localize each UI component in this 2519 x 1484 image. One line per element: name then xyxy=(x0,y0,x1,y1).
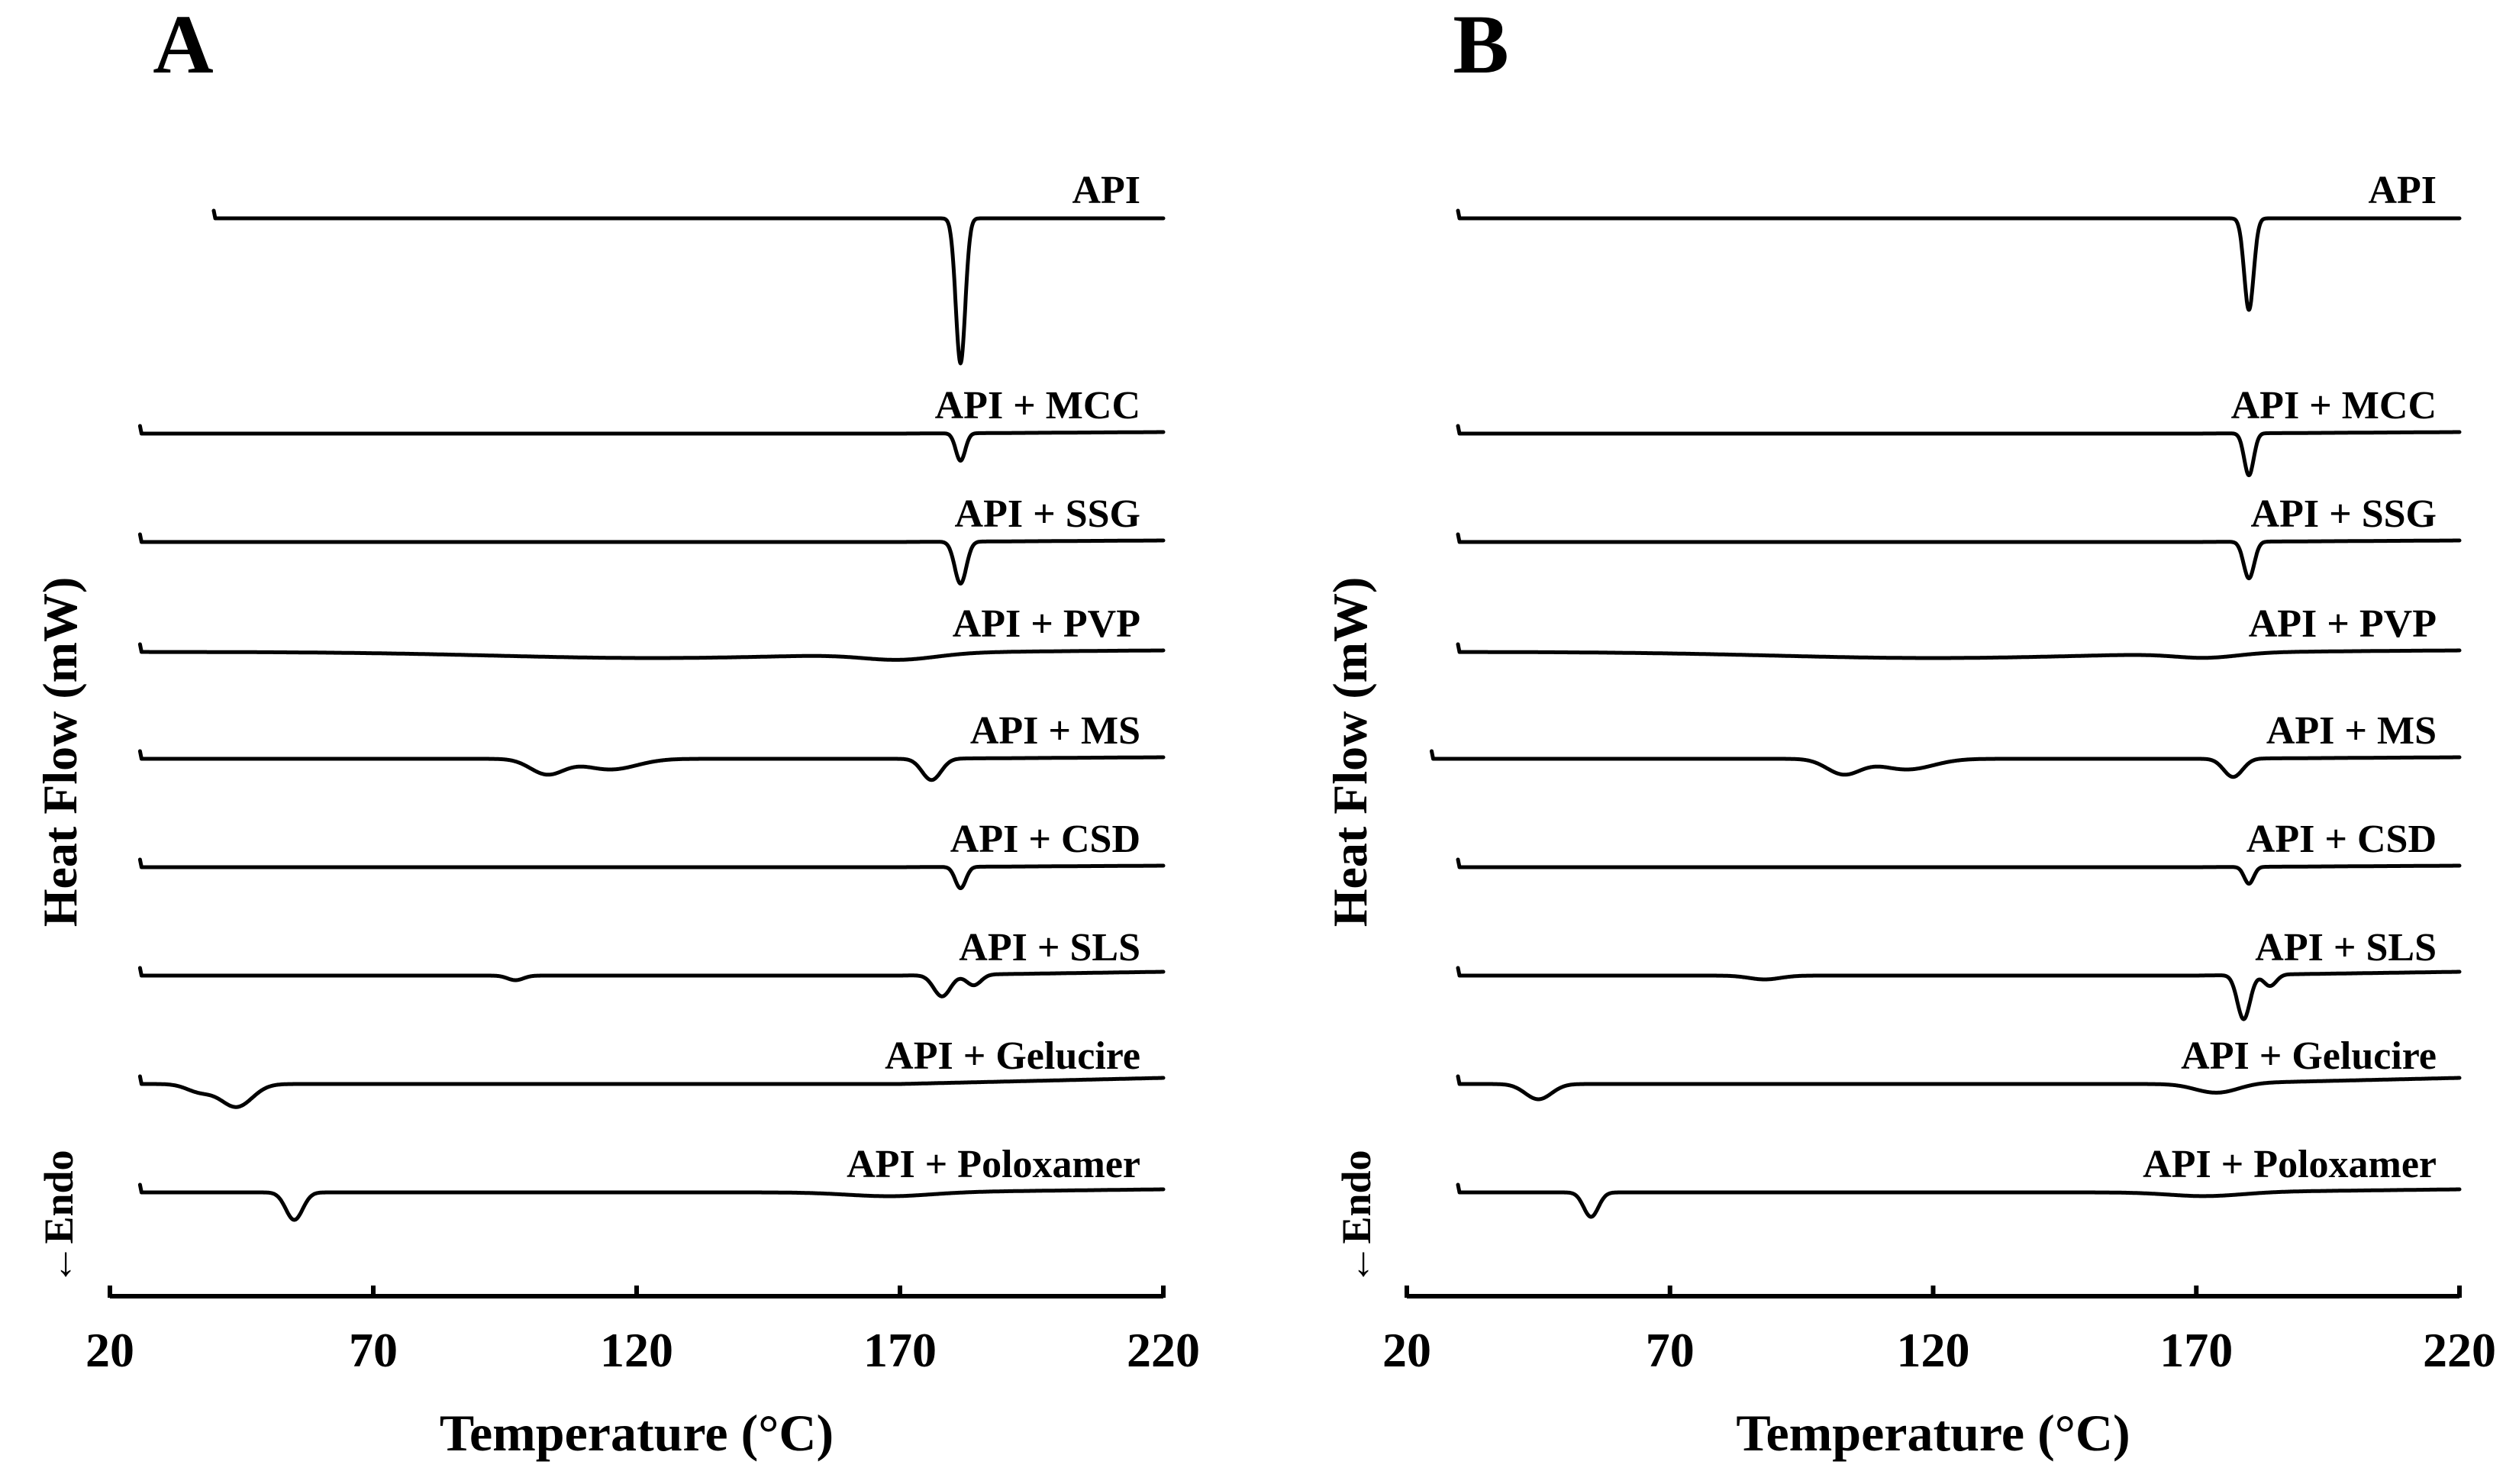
dsc-curve xyxy=(1456,532,2462,581)
x-tick-label: 170 xyxy=(2159,1323,2233,1377)
dsc-curve xyxy=(137,857,1166,890)
x-tick-label: 70 xyxy=(1646,1323,1695,1377)
curve-label: API + SSG xyxy=(2251,492,2437,536)
curve-label: API xyxy=(1072,169,1140,212)
curve-label: API + MCC xyxy=(935,384,1140,427)
dsc-curve xyxy=(1456,1182,2462,1219)
x-tick-label: 70 xyxy=(349,1323,398,1377)
dsc-curve xyxy=(137,424,1166,463)
curve-label: API + Gelucire xyxy=(885,1034,1140,1078)
y-axis-label: Heat Flow (mW) xyxy=(33,577,87,928)
curve-label: API + SLS xyxy=(959,926,1140,969)
dsc-curve xyxy=(137,1182,1166,1222)
dsc-curve xyxy=(1456,966,2462,1021)
endo-label: ←Endo xyxy=(1334,1150,1379,1285)
x-tick-label: 170 xyxy=(863,1323,937,1377)
x-tick-label: 120 xyxy=(600,1323,673,1377)
curve-label: API + MS xyxy=(970,709,1140,753)
x-tick-label: 220 xyxy=(2423,1323,2496,1377)
curve-label: API + MCC xyxy=(2231,384,2437,427)
curve-label: API + SSG xyxy=(955,492,1140,536)
curve-label: API xyxy=(2368,169,2437,212)
endo-label: ←Endo xyxy=(36,1150,82,1285)
y-axis-label: Heat Flow (mW) xyxy=(1323,577,1377,928)
dsc-curve xyxy=(1456,642,2462,660)
dsc-curve xyxy=(1456,424,2462,478)
curve-label: API + PVP xyxy=(953,602,1140,646)
panel-label: A xyxy=(153,0,213,91)
x-tick-label: 220 xyxy=(1127,1323,1200,1377)
x-tick-label: 20 xyxy=(1382,1323,1431,1377)
dsc-curve xyxy=(137,642,1166,662)
dsc-curve xyxy=(1430,749,2462,779)
dsc-curve xyxy=(1456,857,2462,886)
curve-label: API + Gelucire xyxy=(2181,1034,2437,1078)
curve-label: API + MS xyxy=(2266,709,2437,753)
dsc-curve xyxy=(137,966,1166,998)
curve-label: API + PVP xyxy=(2249,602,2437,646)
dsc-curve xyxy=(211,208,1166,366)
curve-label: API + Poloxamer xyxy=(847,1143,1140,1186)
dsc-curve xyxy=(137,532,1166,586)
dsc-curve xyxy=(1456,208,2462,312)
panel-label: B xyxy=(1453,0,1508,91)
dsc-curve xyxy=(137,749,1166,782)
curve-label: API + CSD xyxy=(2246,818,2437,861)
curve-label: API + Poloxamer xyxy=(2143,1143,2437,1186)
x-tick-label: 120 xyxy=(1897,1323,1970,1377)
x-tick-label: 20 xyxy=(85,1323,134,1377)
curve-label: API + SLS xyxy=(2255,926,2437,969)
dsc-curve xyxy=(1456,1074,2462,1102)
dsc-curve xyxy=(137,1074,1166,1109)
x-axis-label: Temperature (°C) xyxy=(1736,1404,2130,1462)
x-axis-label: Temperature (°C) xyxy=(440,1404,834,1462)
curve-label: API + CSD xyxy=(950,818,1140,861)
